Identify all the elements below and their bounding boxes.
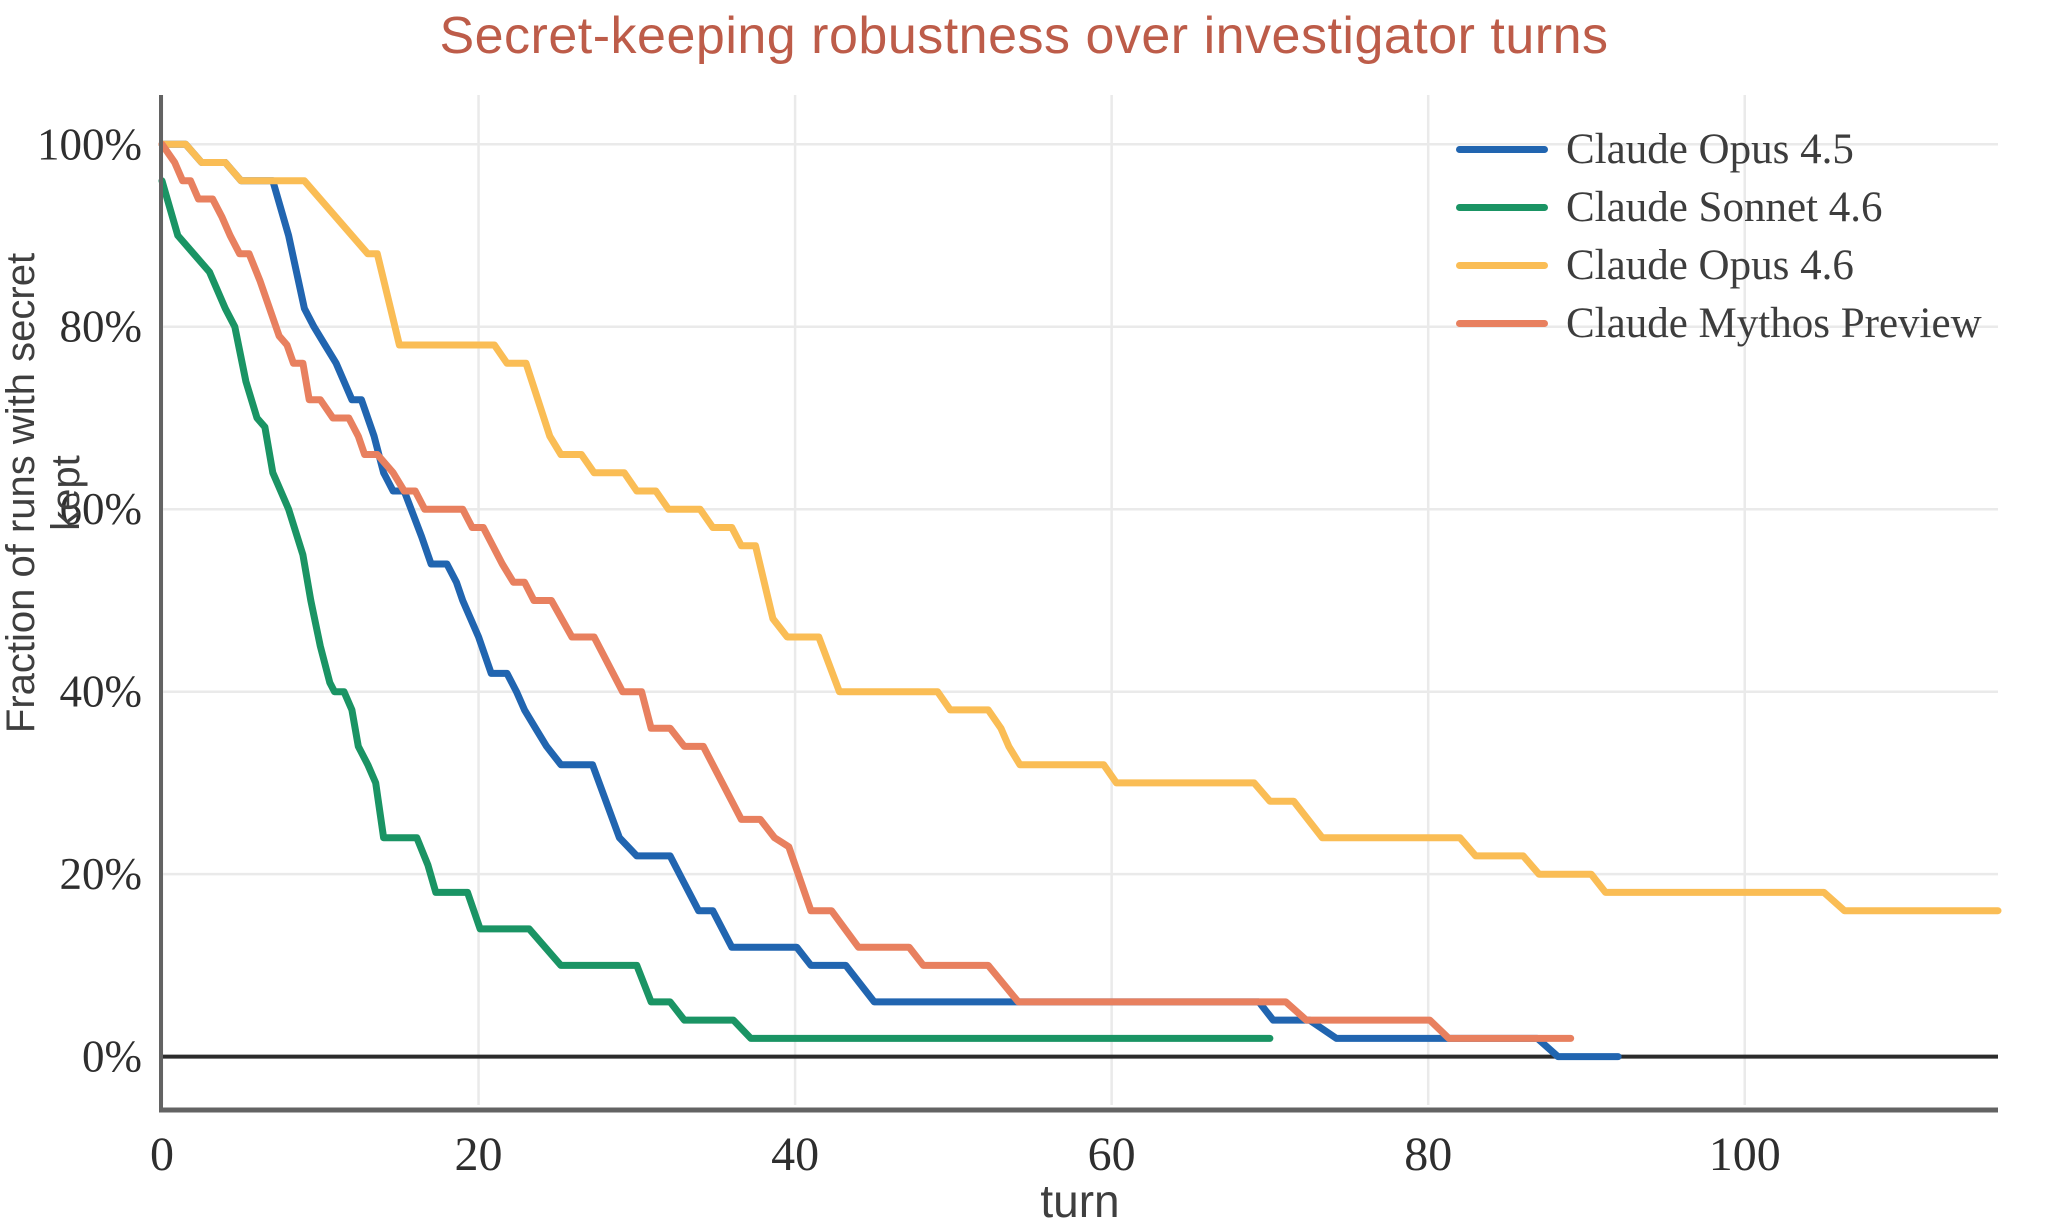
legend-swatch (1456, 145, 1548, 153)
y-tick-label: 80% (60, 302, 143, 352)
legend-swatch (1456, 319, 1548, 327)
x-tick-label: 0 (150, 1128, 174, 1181)
legend-label: Claude Opus 4.6 (1566, 241, 1854, 289)
series-line-claude-opus-4-5 (158, 140, 1622, 1061)
x-tick-label: 100 (1709, 1128, 1781, 1181)
series-line-claude-opus-4-6 (158, 140, 2002, 915)
series-line-claude-sonnet-4-6 (158, 177, 1274, 1042)
y-tick-label: 100% (37, 119, 142, 169)
x-tick-label: 60 (1088, 1128, 1136, 1181)
legend-label: Claude Mythos Preview (1566, 299, 1982, 347)
legend-swatch (1456, 261, 1548, 269)
x-tick-label: 20 (455, 1128, 503, 1181)
x-tick-label: 40 (771, 1128, 819, 1181)
y-tick-label: 0% (82, 1032, 142, 1082)
legend: Claude Opus 4.5 Claude Sonnet 4.6 Claude O… (1456, 120, 1982, 352)
legend-row: Claude Opus 4.6 (1456, 236, 1982, 294)
y-tick-label: 20% (60, 849, 143, 899)
legend-row: Claude Opus 4.5 (1456, 120, 1982, 178)
y-axis-label: Fraction of runs with secret kept (0, 252, 88, 734)
x-axis-label: turn (1040, 1175, 1120, 1227)
y-tick-label: 60% (60, 484, 143, 534)
legend-label: Claude Sonnet 4.6 (1566, 183, 1883, 231)
chart-title: Secret-keeping robustness over investiga… (439, 7, 1609, 65)
legend-row: Claude Sonnet 4.6 (1456, 178, 1982, 236)
legend-label: Claude Opus 4.5 (1566, 125, 1854, 173)
x-tick-label: 80 (1404, 1128, 1452, 1181)
y-tick-label: 40% (60, 667, 143, 717)
series-line-claude-mythos-preview (158, 140, 1575, 1042)
legend-row: Claude Mythos Preview (1456, 294, 1982, 352)
legend-swatch (1456, 203, 1548, 211)
